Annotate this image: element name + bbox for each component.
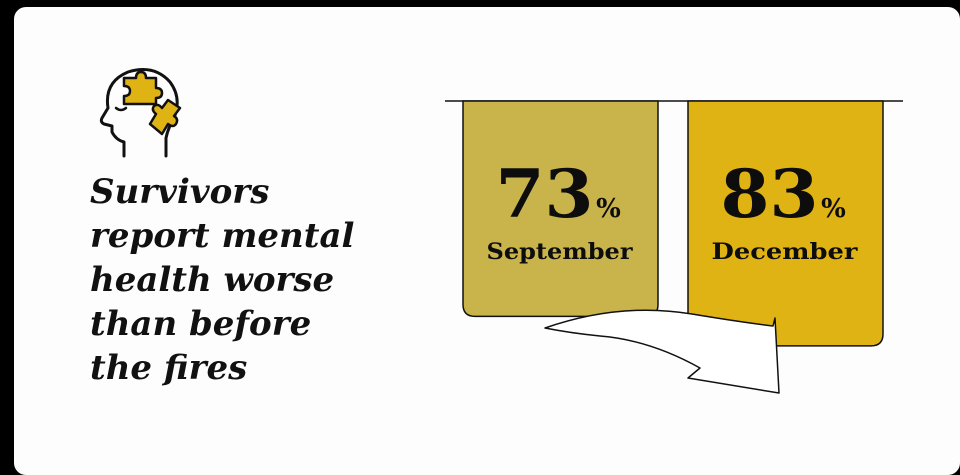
change-arrow-icon	[544, 309, 780, 394]
percent-sign: %	[821, 194, 846, 224]
headline-line: Survivors	[90, 172, 270, 212]
head-puzzle-icon	[99, 68, 182, 158]
value-label: 73	[496, 155, 594, 233]
category-label: September	[487, 239, 633, 265]
headline-line: report mental	[90, 216, 355, 256]
value-label: 83	[721, 155, 819, 233]
category-label: December	[712, 239, 858, 265]
headline: Survivors report mental health worse tha…	[90, 170, 420, 390]
percent-sign: %	[596, 194, 621, 224]
headline-line: the fires	[90, 348, 248, 388]
headline-line: health worse	[90, 260, 335, 300]
headline-line: than before	[90, 304, 312, 344]
